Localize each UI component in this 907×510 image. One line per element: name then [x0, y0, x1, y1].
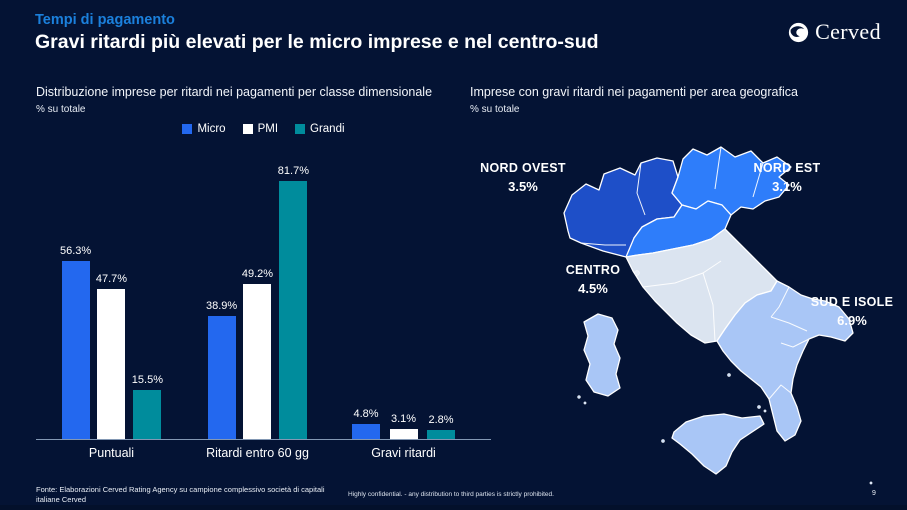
- page-title: Gravi ritardi più elevati per le micro i…: [35, 31, 599, 53]
- bar: [352, 423, 380, 439]
- bar-wrap: 38.9%: [206, 300, 237, 439]
- map-area-name: NORD EST: [753, 161, 821, 175]
- map-label-nord-ovest: NORD OVEST 3.5%: [467, 161, 579, 194]
- bar-value-label: 47.7%: [95, 272, 128, 285]
- cerved-logo-text: Cerved: [815, 19, 881, 44]
- bar-wrap: 2.8%: [427, 414, 455, 439]
- bar-wrap: 47.7%: [95, 272, 128, 439]
- bar: [61, 261, 90, 439]
- bar-value-label: 81.7%: [277, 165, 309, 178]
- map-area-value: 6.9%: [837, 313, 867, 328]
- bar-chart-subtitle: % su totale: [36, 104, 86, 115]
- map-label-centro: CENTRO 4.5%: [537, 263, 649, 296]
- bar: [389, 429, 418, 439]
- island-elba: [634, 270, 640, 276]
- region-border-umbria-lazio: [702, 272, 716, 342]
- bottom-strip: [0, 505, 907, 510]
- cerved-logo: Cerved: [788, 19, 881, 45]
- map-area-name: SUD E ISOLE: [810, 295, 894, 309]
- map-area-value: 4.5%: [578, 281, 608, 296]
- bar-wrap: 15.5%: [132, 374, 163, 439]
- bar: [97, 288, 126, 439]
- island-santantioco-1: [577, 395, 581, 399]
- bar: [427, 430, 455, 439]
- legend-item: PMI: [242, 123, 279, 135]
- legend-swatch-icon: [242, 124, 253, 134]
- category-label: Gravi ritardi: [371, 446, 436, 460]
- footer-source: Fonte: Elaborazioni Cerved Rating Agency…: [36, 485, 325, 504]
- legend-label: Micro: [197, 123, 226, 135]
- island-far-south: [869, 481, 873, 485]
- region-border-calabria: [768, 384, 792, 400]
- map-label-sud-e-isole: SUD E ISOLE 6.9%: [796, 295, 907, 328]
- bar-plot: 56.3% 47.7% 15.5% 38.9% 49.2% 81.7% 4.8% 3.1% 2.…: [36, 149, 491, 440]
- bar: [207, 316, 236, 439]
- bar-group: 38.9% 49.2% 81.7%: [206, 149, 309, 439]
- map-label-nord-est: NORD EST 3.1%: [731, 161, 843, 194]
- bar-wrap: 56.3%: [60, 245, 91, 439]
- bar-value-label: 38.9%: [206, 300, 238, 313]
- bar-value-label: 49.2%: [241, 267, 274, 280]
- island-eolie-2: [763, 409, 767, 413]
- map-region-sicilia: [671, 413, 765, 475]
- category-label: Ritardi entro 60 gg: [206, 446, 309, 460]
- legend-label: PMI: [257, 123, 279, 135]
- footer-confidential: Highly confidential. - any distribution …: [348, 491, 554, 498]
- map-region-sud: [716, 280, 854, 442]
- bar-wrap: 49.2%: [242, 268, 273, 439]
- map-area-name: CENTRO: [565, 263, 621, 277]
- bar-wrap: 4.8%: [352, 408, 380, 439]
- bar-value-label: 15.5%: [131, 374, 163, 387]
- region-border-liguria: [580, 242, 626, 246]
- legend-label: Grandi: [310, 123, 345, 135]
- bar: [279, 181, 308, 439]
- map-region-sardegna: [583, 313, 621, 397]
- category-label: Puntuali: [88, 446, 135, 460]
- bar-value-label: 56.3%: [60, 245, 92, 258]
- bar: [243, 283, 272, 439]
- bar-value-label: 4.8%: [353, 407, 379, 420]
- bar-wrap: 3.1%: [389, 413, 418, 439]
- region-border-trentino-veneto: [714, 146, 722, 190]
- legend-swatch-icon: [295, 124, 306, 134]
- legend-item: Grandi: [295, 123, 345, 135]
- island-capri: [727, 373, 731, 377]
- bar-value-label: 3.1%: [390, 413, 417, 426]
- bar-value-label: 2.8%: [428, 414, 454, 427]
- bar-chart-title: Distribuzione imprese per ritardi nei pa…: [36, 85, 433, 99]
- bar-categories: Puntuali Ritardi entro 60 gg Gravi ritardi: [36, 446, 491, 462]
- map-area-name: NORD OVEST: [480, 161, 566, 175]
- island-santantioco-2: [583, 401, 587, 405]
- region-border-abruzzo-molise: [770, 286, 790, 318]
- cerved-logo-icon: [788, 22, 809, 42]
- italy-map: [563, 146, 873, 485]
- eyebrow: Tempi di pagamento: [35, 12, 175, 28]
- page-number: 9: [872, 490, 876, 497]
- map-chart-subtitle: % su totale: [470, 104, 520, 115]
- bar-group: 56.3% 47.7% 15.5%: [60, 149, 163, 439]
- map-area-value: 3.1%: [772, 179, 802, 194]
- region-border-toscana: [642, 260, 722, 288]
- region-border-molise-puglia: [770, 316, 808, 332]
- region-border-veneto-friuli: [752, 162, 764, 198]
- bar: [133, 390, 162, 439]
- map-chart-title: Imprese con gravi ritardi nei pagamenti …: [470, 85, 798, 99]
- region-border-basilicata: [780, 338, 810, 348]
- legend-item: Micro: [182, 123, 226, 135]
- map-area-value: 3.5%: [508, 179, 538, 194]
- region-border-piemonte-lombardia: [636, 162, 646, 216]
- bar-wrap: 81.7%: [278, 165, 309, 439]
- legend-swatch-icon: [182, 124, 193, 134]
- footer-source-line1: Fonte: Elaborazioni Cerved Rating Agency…: [36, 485, 325, 494]
- bar-legend: Micro PMI Grandi: [36, 123, 491, 135]
- island-egadi: [661, 439, 665, 443]
- bar-group: 4.8% 3.1% 2.8%: [352, 149, 455, 439]
- island-eolie-1: [757, 405, 761, 409]
- footer-source-line2: italiane Cerved: [36, 494, 87, 504]
